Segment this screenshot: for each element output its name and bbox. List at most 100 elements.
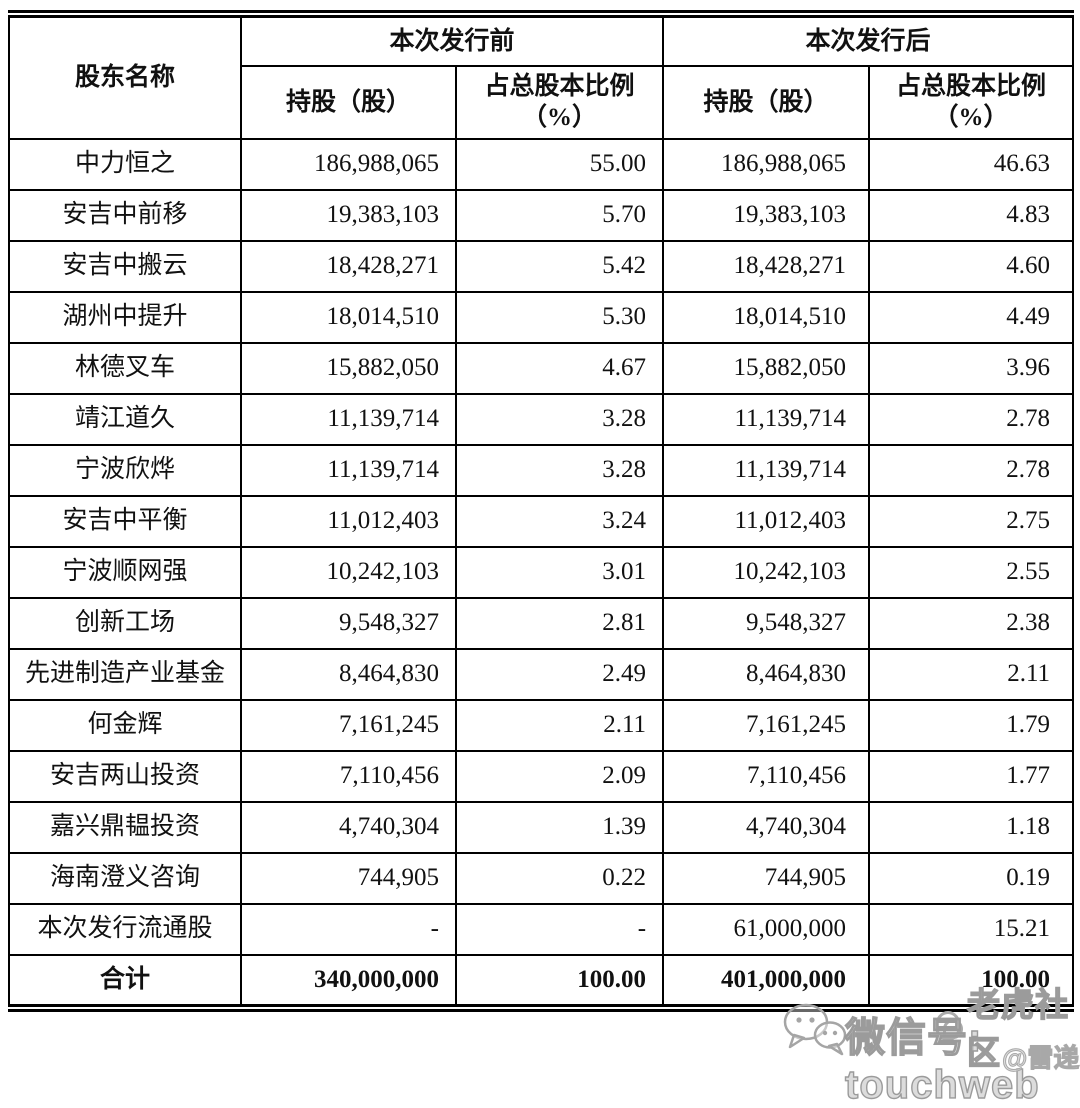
after-pct-cell: 100.00 — [868, 953, 1075, 1009]
shareholder-name-cell: 宁波欣烨 — [8, 443, 242, 497]
shareholding-document-page: 股东名称 本次发行前 本次发行后 持股（股） 占总股本比例 （%） 持股（股） … — [8, 10, 1080, 1108]
shareholder-name-cell: 创新工场 — [8, 596, 242, 650]
table-row: 先进制造产业基金 8,464,830 2.49 8,464,830 2.11 — [8, 647, 1075, 701]
table-row: 安吉中搬云 18,428,271 5.42 18,428,271 4.60 — [8, 239, 1075, 293]
after-shares-cell: 18,428,271 — [662, 239, 871, 293]
table-body: 中力恒之 186,988,065 55.00 186,988,065 46.63 安吉中前… — [8, 137, 1075, 1009]
table-row: 何金辉 7,161,245 2.11 7,161,245 1.79 — [8, 698, 1075, 752]
after-shares-cell: 744,905 — [662, 851, 871, 905]
after-pct-cell: 1.79 — [868, 698, 1075, 752]
after-shares-cell: 401,000,000 — [662, 953, 871, 1009]
before-pct-cell: 3.24 — [454, 494, 665, 548]
shareholder-name-cell: 安吉中平衡 — [8, 494, 242, 548]
after-shares-cell: 11,139,714 — [662, 443, 871, 497]
total-row: 合计 340,000,000 100.00 401,000,000 100.00 — [8, 953, 1075, 1009]
shareholder-name-cell: 靖江道久 — [8, 392, 242, 446]
after-shares-cell: 8,464,830 — [662, 647, 871, 701]
before-shares-cell: 744,905 — [240, 851, 457, 905]
table-row: 安吉中前移 19,383,103 5.70 19,383,103 4.83 — [8, 188, 1075, 242]
header-after-issuance-group: 本次发行后 — [662, 13, 1075, 67]
shareholder-name-cell: 中力恒之 — [8, 137, 242, 191]
before-shares-cell: 8,464,830 — [240, 647, 457, 701]
shareholder-name-cell: 宁波顺网强 — [8, 545, 242, 599]
after-pct-cell: 4.60 — [868, 239, 1075, 293]
before-shares-cell: 7,161,245 — [240, 698, 457, 752]
table-row: 中力恒之 186,988,065 55.00 186,988,065 46.63 — [8, 137, 1075, 191]
table-row: 安吉两山投资 7,110,456 2.09 7,110,456 1.77 — [8, 749, 1075, 803]
before-shares-cell: 18,014,510 — [240, 290, 457, 344]
after-shares-cell: 4,740,304 — [662, 800, 871, 854]
after-pct-cell: 4.49 — [868, 290, 1075, 344]
shareholder-name-cell: 何金辉 — [8, 698, 242, 752]
before-shares-cell: 11,139,714 — [240, 392, 457, 446]
after-shares-cell: 18,014,510 — [662, 290, 871, 344]
before-pct-cell: 0.22 — [454, 851, 665, 905]
header-before-ratio-line2: （%） — [522, 104, 598, 132]
before-pct-cell: 5.42 — [454, 239, 665, 293]
tiger-community-logo-icon — [935, 1011, 963, 1041]
before-shares-cell: 19,383,103 — [240, 188, 457, 242]
after-pct-cell: 2.78 — [868, 443, 1075, 497]
shareholding-table: 股东名称 本次发行前 本次发行后 持股（股） 占总股本比例 （%） 持股（股） … — [8, 10, 1075, 1012]
before-pct-cell: 5.70 — [454, 188, 665, 242]
before-pct-cell: 4.67 — [454, 341, 665, 395]
before-shares-cell: 4,740,304 — [240, 800, 457, 854]
table-row: 本次发行流通股 - -61,000,000 15.21 — [8, 902, 1075, 956]
after-pct-cell: 2.75 — [868, 494, 1075, 548]
before-pct-cell: 5.30 — [454, 290, 665, 344]
header-after-ratio: 占总股本比例 （%） — [868, 65, 1075, 140]
after-shares-cell: 19,383,103 — [662, 188, 871, 242]
after-shares-cell: 10,242,103 — [662, 545, 871, 599]
total-label: 合计 — [8, 953, 242, 1009]
before-shares-cell: 18,428,271 — [240, 239, 457, 293]
after-pct-cell: 1.18 — [868, 800, 1075, 854]
shareholder-name-cell: 先进制造产业基金 — [8, 647, 242, 701]
before-pct-cell: 3.28 — [454, 392, 665, 446]
header-group-row: 股东名称 本次发行前 本次发行后 — [8, 13, 1075, 140]
before-pct-cell: 2.09 — [454, 749, 665, 803]
after-pct-cell: 2.78 — [868, 392, 1075, 446]
table-row: 宁波顺网强 10,242,103 3.01 10,242,103 2.55 — [8, 545, 1075, 599]
shareholder-name-cell: 湖州中提升 — [8, 290, 242, 344]
after-shares-cell: 7,161,245 — [662, 698, 871, 752]
table-row: 靖江道久 11,139,714 3.28 11,139,714 2.78 — [8, 392, 1075, 446]
author-handle-watermark: @雷递 — [1001, 1043, 1080, 1074]
before-shares-cell: - — [240, 902, 457, 956]
after-shares-cell: 11,012,403 — [662, 494, 871, 548]
before-pct-cell: 2.11 — [454, 698, 665, 752]
before-shares-cell: 11,012,403 — [240, 494, 457, 548]
before-shares-cell: 15,882,050 — [240, 341, 457, 395]
shareholder-name-cell: 安吉中前移 — [8, 188, 242, 242]
before-pct-cell: 2.49 — [454, 647, 665, 701]
before-pct-cell: 3.01 — [454, 545, 665, 599]
header-after-ratio-line2: （%） — [933, 104, 1009, 132]
header-shareholder-name: 股东名称 — [8, 13, 242, 140]
after-shares-cell: 11,139,714 — [662, 392, 871, 446]
wechat-id-watermark: 微信号: touchweb — [844, 1015, 1040, 1107]
after-pct-cell: 2.55 — [868, 545, 1075, 599]
after-shares-cell: 9,548,327 — [662, 596, 871, 650]
shareholder-name-cell: 安吉两山投资 — [8, 749, 242, 803]
shareholder-name-cell: 海南澄义咨询 — [8, 851, 242, 905]
after-pct-cell: 2.38 — [868, 596, 1075, 650]
after-pct-cell: 3.96 — [868, 341, 1075, 395]
before-pct-cell: 2.81 — [454, 596, 665, 650]
table-row: 安吉中平衡 11,012,403 3.24 11,012,403 2.75 — [8, 494, 1075, 548]
after-shares-cell: 61,000,000 — [662, 902, 871, 956]
shareholder-name-cell: 林德叉车 — [8, 341, 242, 395]
header-sub-row: 持股（股） 占总股本比例 （%） 持股（股） 占总股本比例 （%） — [9, 65, 1075, 140]
table-row: 湖州中提升 18,014,510 5.30 18,014,510 4.49 — [8, 290, 1075, 344]
header-after-shares: 持股（股） — [662, 65, 871, 140]
table-row: 林德叉车 15,882,050 4.67 15,882,050 3.96 — [8, 341, 1075, 395]
before-pct-cell: - — [454, 902, 665, 956]
shareholder-name-cell: 安吉中搬云 — [8, 239, 242, 293]
before-shares-cell: 7,110,456 — [240, 749, 457, 803]
table-row: 创新工场 9,548,327 2.81 9,548,327 2.38 — [8, 596, 1075, 650]
before-shares-cell: 10,242,103 — [240, 545, 457, 599]
before-shares-cell: 11,139,714 — [240, 443, 457, 497]
after-pct-cell: 46.63 — [868, 137, 1075, 191]
after-pct-cell: 15.21 — [868, 902, 1075, 956]
after-shares-cell: 186,988,065 — [662, 137, 871, 191]
after-pct-cell: 4.83 — [868, 188, 1075, 242]
table-row: 海南澄义咨询 744,905 0.22 744,905 0.19 — [8, 851, 1075, 905]
